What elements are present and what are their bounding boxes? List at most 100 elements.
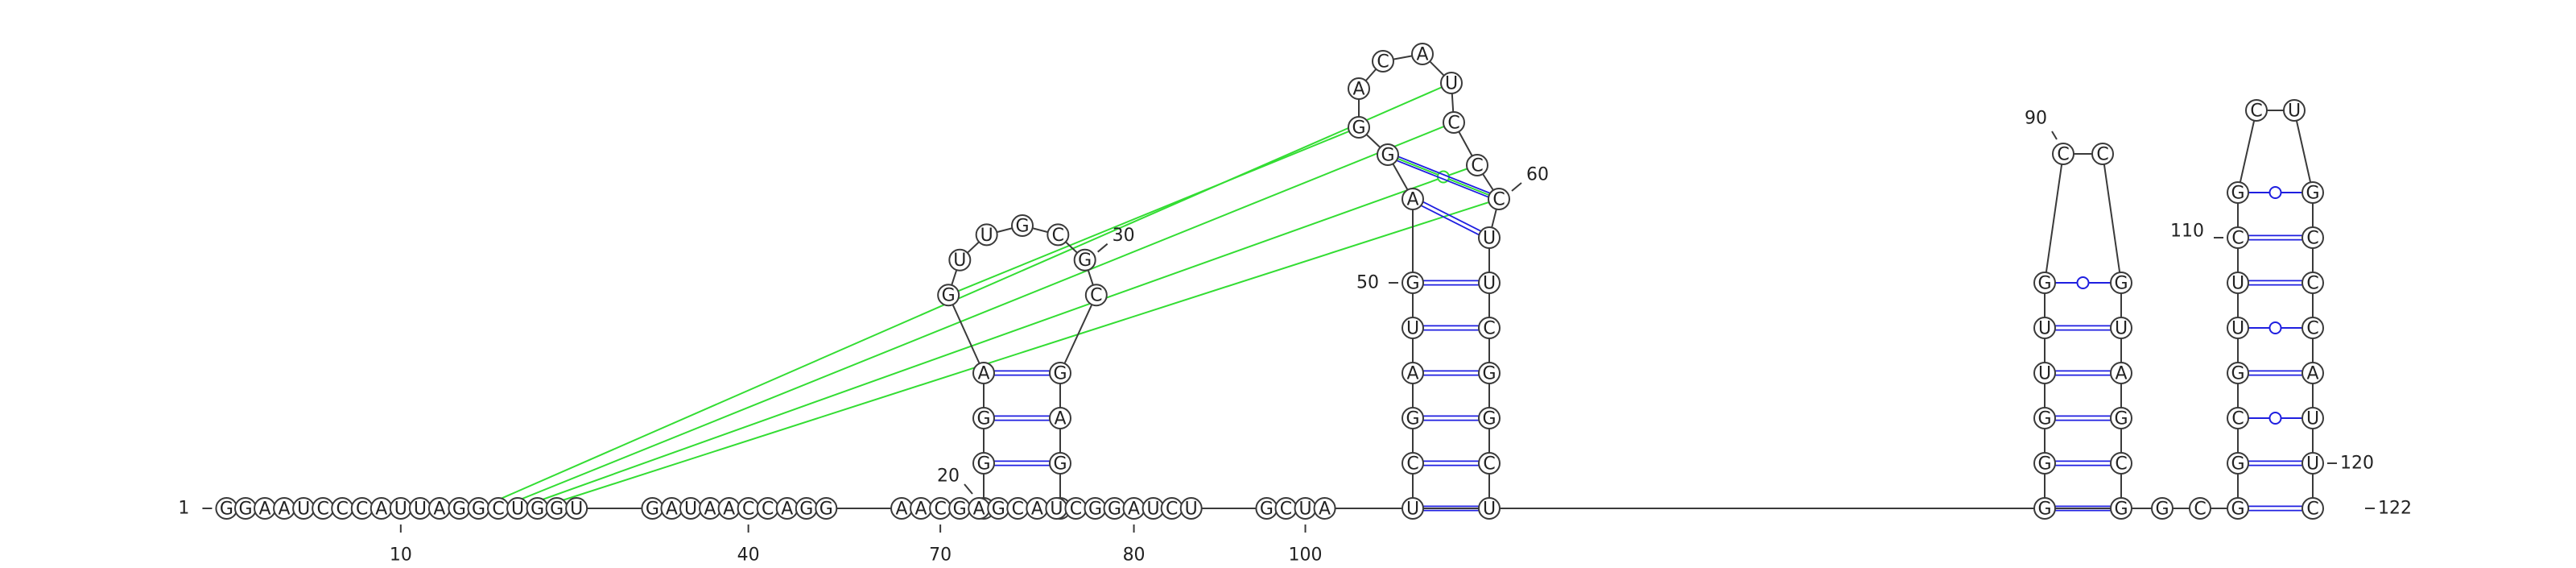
nucleotide-letter: G <box>1406 274 1419 294</box>
nucleotide-letter: C <box>2231 229 2244 249</box>
nucleotide-letter: A <box>1416 45 1428 65</box>
nucleotide-letter: C <box>2306 500 2318 520</box>
nucleotide-circle <box>1402 317 1424 339</box>
nucleotide-letter: A <box>977 364 989 384</box>
nucleotide-circle <box>1011 214 1034 237</box>
nucleotide: G <box>948 497 972 520</box>
backbone-segment <box>2237 110 2257 193</box>
nucleotide-letter: C <box>2250 102 2262 122</box>
position-tick <box>1511 182 1522 192</box>
nucleotide-circle <box>815 497 838 520</box>
nucleotide: G <box>2110 497 2132 520</box>
nucleotide-letter: C <box>1280 500 1292 520</box>
nucleotide-letter: A <box>723 500 735 520</box>
base-pair-line <box>1386 155 1499 202</box>
nucleotide-circle <box>2301 181 2324 204</box>
nucleotide: C <box>331 497 354 520</box>
nucleotide: C <box>1488 188 1510 210</box>
nucleotide-circle <box>1377 143 1399 166</box>
nucleotide: G <box>1084 497 1107 520</box>
nucleotide: C <box>1046 223 1070 247</box>
gu-pair-marker <box>2268 321 2282 334</box>
nucleotide-letter: C <box>2194 500 2206 520</box>
nucleotide-circle <box>2110 497 2132 520</box>
nucleotide-circle <box>1466 154 1488 176</box>
nucleotide-letter: U <box>684 500 697 520</box>
nucleotide-letter: U <box>297 500 310 520</box>
nucleotide: U <box>408 497 431 520</box>
nucleotide-letter: G <box>472 500 485 520</box>
nucleotide: A <box>254 497 277 520</box>
nucleotide: G <box>972 407 995 429</box>
nucleotide-circle <box>2227 362 2249 384</box>
nucleotide-circle <box>2033 317 2056 339</box>
nucleotide-circle <box>2227 452 2249 475</box>
nucleotide: U <box>565 497 588 520</box>
nucleotide-circle <box>948 248 972 272</box>
nucleotide-letter: C <box>2057 145 2069 165</box>
nucleotide-letter: G <box>2037 500 2051 520</box>
nucleotide: A <box>1402 362 1424 384</box>
nucleotide-letter: A <box>433 500 445 520</box>
nucleotide: U <box>2227 317 2249 339</box>
nucleotide: A <box>1313 497 1336 520</box>
nucleotide: U <box>1294 497 1317 520</box>
nucleotide-circle <box>2110 452 2132 475</box>
nucleotide: C <box>1274 497 1298 520</box>
nucleotide-circle <box>975 223 998 247</box>
nucleotide: C <box>1084 284 1108 307</box>
nucleotide: G <box>2110 272 2132 294</box>
nucleotide-circle <box>1348 77 1370 100</box>
nucleotide-letter: G <box>2231 454 2244 475</box>
nucleotide-circle <box>2301 272 2324 294</box>
nucleotide: G <box>1348 116 1370 139</box>
backbone-segment <box>1059 294 1097 374</box>
nucleotide-letter: U <box>1406 319 1419 339</box>
nucleotide: U <box>1179 497 1203 520</box>
nucleotide-circle <box>972 362 995 384</box>
position-label: 10 <box>390 545 412 566</box>
nucleotide-letter: U <box>511 500 524 520</box>
nucleotide: A <box>775 497 799 520</box>
nucleotide-circle <box>1049 362 1071 384</box>
nucleotide: A <box>660 497 683 520</box>
nucleotide-circle <box>2227 497 2249 520</box>
nucleotide-letter: G <box>2231 184 2244 204</box>
nucleotide-letter: C <box>1012 500 1024 520</box>
nucleotide-letter: U <box>570 500 583 520</box>
position-label: 120 <box>2340 454 2374 474</box>
nucleotide: G <box>545 497 568 520</box>
nucleotide: A <box>1348 77 1370 100</box>
nucleotide: G <box>2033 452 2056 475</box>
nucleotide-letter: G <box>2037 274 2051 294</box>
nucleotide-letter: G <box>2155 500 2169 520</box>
position-label: 30 <box>1113 226 1135 246</box>
nucleotide: G <box>937 284 960 307</box>
nucleotide: C <box>1478 452 1501 475</box>
nucleotide-circle <box>1348 116 1370 139</box>
nucleotide: A <box>1026 497 1049 520</box>
nucleotide-circle <box>565 497 588 520</box>
nucleotide: C <box>1064 497 1088 520</box>
nucleotide-letter: C <box>356 500 368 520</box>
nucleotide-letter: C <box>2306 274 2318 294</box>
nucleotide: C <box>1372 50 1394 73</box>
nucleotide: G <box>1049 452 1071 475</box>
nucleotide-letter: C <box>2096 145 2108 165</box>
nucleotide-letter: G <box>1053 454 1067 475</box>
nucleotide-letter: A <box>1352 80 1364 100</box>
nucleotide: G <box>1377 143 1399 166</box>
nucleotide-circle <box>2301 226 2324 249</box>
nucleotide: U <box>1440 72 1463 94</box>
nucleotide-letter: A <box>1031 500 1043 520</box>
nucleotide-circle <box>937 284 960 307</box>
nucleotide-letter: A <box>1128 500 1140 520</box>
nucleotide: A <box>1049 407 1071 429</box>
nucleotide: U <box>1045 497 1068 520</box>
nucleotide-letter: G <box>2231 364 2244 384</box>
nucleotide: U <box>948 248 972 272</box>
nucleotide: C <box>2052 143 2074 165</box>
nucleotide-letter: U <box>2038 364 2051 384</box>
nucleotide: U <box>1478 272 1501 294</box>
nucleotide-circle <box>1402 188 1424 210</box>
